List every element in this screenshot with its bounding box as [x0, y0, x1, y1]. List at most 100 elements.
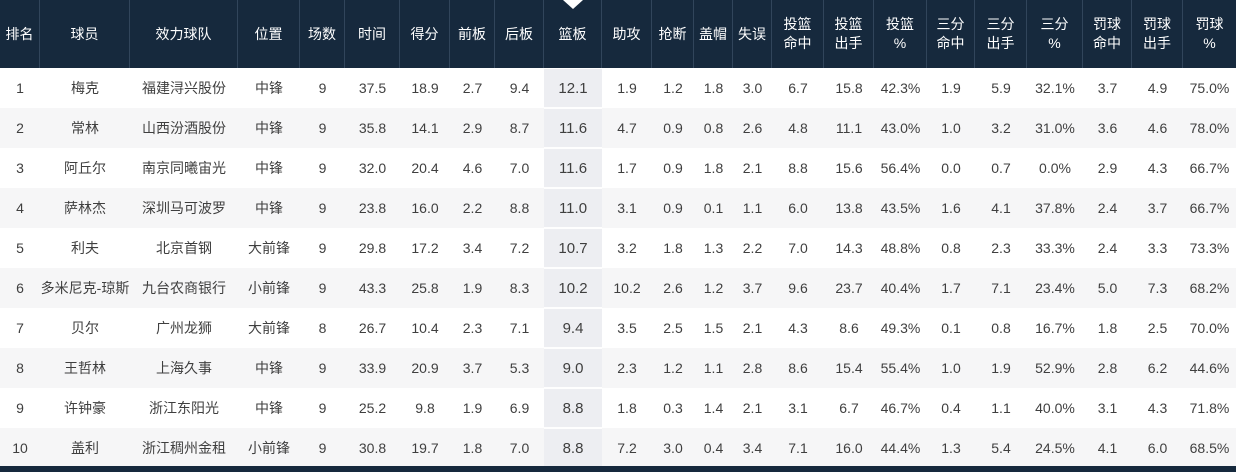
cell-position: 大前锋	[248, 320, 290, 336]
cell-fga: 8.6	[839, 320, 859, 336]
column-header-team[interactable]: 效力球队	[130, 0, 238, 68]
column-header-label: 三分 出手	[986, 16, 1015, 51]
cell-dreb: 7.0	[509, 160, 530, 176]
column-header-blk[interactable]: 盖帽	[694, 0, 733, 68]
cell-team: 南京同曦宙光	[142, 160, 226, 176]
cell-tov: 3.4	[742, 440, 763, 456]
column-header-tpm[interactable]: 三分 命中	[927, 0, 975, 68]
cell-position: 中锋	[255, 120, 283, 136]
cell-tpa: 1.1	[991, 400, 1011, 416]
player-row-7: 7 贝尔 广州龙狮 大前锋 8 26.7 10.4 2.3 7.1 9.4 3.5 2.5 1.5 2.1…	[0, 308, 1236, 348]
cell-ftm: 1.8	[1097, 320, 1118, 336]
column-header-fga[interactable]: 投篮 出手	[824, 0, 874, 68]
column-header-position[interactable]: 位置	[238, 0, 300, 68]
column-header-fgm[interactable]: 投篮 命中	[772, 0, 824, 68]
cell-fga: 14.3	[835, 240, 863, 256]
cell-player: 利夫	[71, 240, 99, 256]
cell-reb: 11.6	[544, 148, 602, 188]
cell-points: 10.4	[411, 320, 439, 336]
column-header-label: 时间	[358, 25, 386, 42]
cell-rank: 10	[12, 440, 28, 456]
column-header-tpa[interactable]: 三分 出手	[975, 0, 1027, 68]
cell-ftm: 4.1	[1097, 440, 1118, 456]
cell-fta: 2.5	[1147, 320, 1168, 336]
cell-tpp: 33.3%	[1035, 240, 1075, 256]
cell-team: 福建浔兴股份	[142, 80, 226, 96]
cell-fgm: 4.3	[788, 320, 808, 336]
column-header-dreb[interactable]: 后板	[495, 0, 544, 68]
cell-fga: 15.6	[835, 160, 863, 176]
cell-dreb: 8.8	[509, 200, 530, 216]
cell-rank: 1	[16, 80, 24, 96]
cell-reb: 12.1	[544, 68, 602, 108]
cell-ftp: 73.3%	[1189, 240, 1230, 256]
cell-tov: 2.6	[742, 120, 763, 136]
cell-tov: 2.1	[742, 160, 763, 176]
cell-tpa: 5.9	[991, 80, 1011, 96]
cell-ftm: 3.1	[1097, 400, 1118, 416]
cell-stl: 2.6	[663, 280, 683, 296]
column-header-tov[interactable]: 失误	[733, 0, 772, 68]
cell-team: 广州龙狮	[156, 320, 212, 336]
column-header-label: 盖帽	[699, 25, 727, 42]
cell-blk: 1.5	[703, 320, 724, 336]
cell-blk: 1.2	[703, 280, 724, 296]
cell-points: 18.9	[411, 80, 439, 96]
cell-oreb: 2.9	[462, 120, 483, 136]
cell-blk: 1.4	[703, 400, 724, 416]
column-header-games[interactable]: 场数	[300, 0, 345, 68]
cell-fgp: 42.3%	[880, 80, 921, 96]
column-header-oreb[interactable]: 前板	[450, 0, 495, 68]
column-header-rank[interactable]: 排名	[0, 0, 40, 68]
cell-tpa: 0.8	[991, 320, 1011, 336]
cell-fga: 6.7	[839, 400, 859, 416]
cell-reb: 9.4	[544, 308, 602, 348]
cell-stl: 1.2	[663, 360, 683, 376]
column-header-points[interactable]: 得分	[400, 0, 450, 68]
cell-tpp: 32.1%	[1035, 80, 1075, 96]
column-header-fgp[interactable]: 投篮 %	[874, 0, 927, 68]
cell-fgm: 7.0	[788, 240, 808, 256]
cell-fgp: 46.7%	[880, 400, 921, 416]
cell-time: 37.5	[358, 80, 387, 96]
cell-reb: 10.2	[544, 268, 602, 308]
column-header-label: 前板	[458, 25, 486, 42]
column-header-player[interactable]: 球员	[40, 0, 130, 68]
column-header-label: 篮板	[558, 25, 587, 42]
column-header-time[interactable]: 时间	[345, 0, 400, 68]
cell-team: 上海久事	[156, 360, 212, 376]
cell-points: 19.7	[411, 440, 439, 456]
cell-fgm: 8.6	[788, 360, 808, 376]
column-header-label: 位置	[254, 25, 283, 42]
cell-ftp: 68.2%	[1189, 280, 1230, 296]
column-header-label: 投篮 出手	[834, 16, 863, 51]
cell-team: 山西汾酒股份	[142, 120, 226, 136]
table-footer-bar	[0, 466, 1236, 472]
column-header-reb[interactable]: 篮板	[544, 0, 602, 68]
column-header-ast[interactable]: 助攻	[602, 0, 652, 68]
column-header-fta[interactable]: 罚球 出手	[1132, 0, 1183, 68]
column-header-label: 得分	[410, 25, 439, 42]
cell-fgp: 56.4%	[880, 160, 921, 176]
column-header-ftp[interactable]: 罚球 %	[1183, 0, 1236, 68]
cell-tov: 3.7	[742, 280, 763, 296]
cell-fgm: 4.8	[788, 120, 808, 136]
cell-dreb: 5.3	[509, 360, 530, 376]
cell-stl: 0.3	[663, 400, 683, 416]
cell-tpm: 0.8	[941, 240, 961, 256]
cell-time: 23.8	[358, 200, 387, 216]
cell-ast: 7.2	[617, 440, 637, 456]
cell-games: 9	[318, 120, 327, 136]
column-header-label: 后板	[505, 25, 533, 42]
cell-oreb: 3.4	[462, 240, 483, 256]
column-header-stl[interactable]: 抢断	[652, 0, 694, 68]
cell-position: 小前锋	[248, 440, 290, 456]
cell-tpp: 52.9%	[1035, 360, 1075, 376]
cell-ast: 1.7	[617, 160, 637, 176]
player-row-4: 4 萨林杰 深圳马可波罗 中锋 9 23.8 16.0 2.2 8.8 11.0 3.1 0.9 0.1…	[0, 188, 1236, 228]
column-header-tpp[interactable]: 三分 %	[1027, 0, 1083, 68]
column-header-ftm[interactable]: 罚球 命中	[1083, 0, 1132, 68]
cell-tpa: 0.7	[991, 160, 1011, 176]
cell-fgm: 7.1	[788, 440, 808, 456]
column-header-label: 罚球 命中	[1093, 16, 1121, 51]
